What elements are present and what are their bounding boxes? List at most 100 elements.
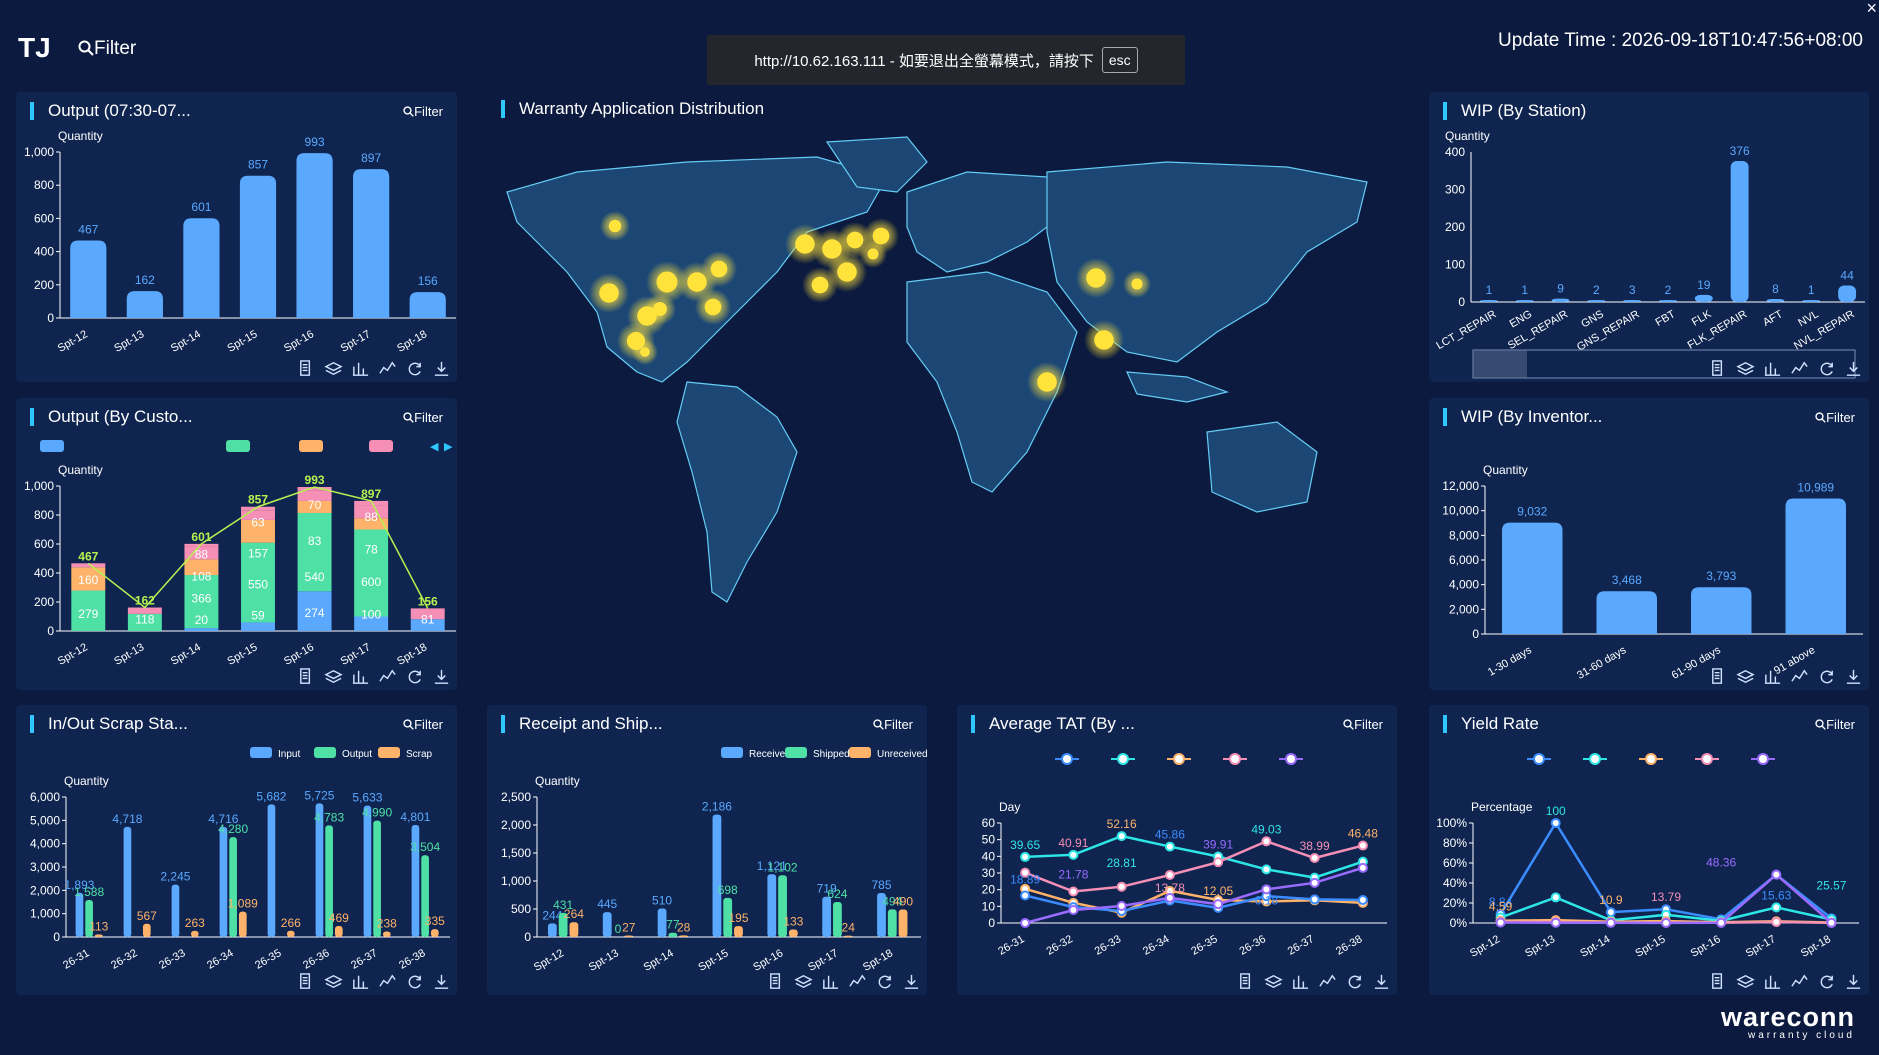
panel-filter-button[interactable]: Filter	[1815, 410, 1855, 425]
hotspot	[846, 231, 864, 249]
y-tick-label: 30	[982, 866, 996, 880]
stack-label: 160	[78, 573, 98, 587]
stack-label: 540	[305, 570, 325, 584]
y-tick-label: 40%	[1443, 876, 1467, 890]
close-icon[interactable]: ×	[1866, 0, 1877, 18]
bar-chart-icon[interactable]	[351, 667, 370, 686]
data-point	[1771, 902, 1782, 913]
panel-title: Warranty Application Distribution	[501, 100, 764, 118]
download-icon[interactable]	[902, 972, 921, 991]
point-value-label: 39.91	[1203, 837, 1233, 851]
download-icon[interactable]	[432, 972, 451, 991]
x-tick-label: FLK	[1690, 308, 1714, 329]
download-icon[interactable]	[1844, 359, 1863, 378]
y-tick-label: 600	[34, 211, 54, 225]
data-view-icon[interactable]	[767, 972, 786, 991]
bar-chart-icon[interactable]	[1763, 972, 1782, 991]
bar-chart-icon[interactable]	[351, 972, 370, 991]
line-chart-icon[interactable]	[848, 972, 867, 991]
data-view-icon[interactable]	[297, 667, 316, 686]
x-tick-label: Spt-17	[339, 328, 373, 355]
bar-chart-icon[interactable]	[1763, 359, 1782, 378]
refresh-icon[interactable]	[1817, 359, 1836, 378]
bar-chart-icon[interactable]	[1291, 972, 1310, 991]
download-icon[interactable]	[1372, 972, 1391, 991]
bar-value-label: 264	[564, 907, 584, 921]
panel-filter-button[interactable]: Filter	[403, 104, 443, 119]
line-chart-icon[interactable]	[378, 972, 397, 991]
panel-filter-button[interactable]: Filter	[1815, 717, 1855, 732]
stack-segment	[410, 619, 445, 631]
download-icon[interactable]	[432, 667, 451, 686]
layer-icon[interactable]	[1264, 972, 1283, 991]
layer-icon[interactable]	[324, 667, 343, 686]
refresh-icon[interactable]	[405, 972, 424, 991]
data-view-icon[interactable]	[297, 972, 316, 991]
layer-icon[interactable]	[1736, 972, 1755, 991]
download-icon[interactable]	[432, 359, 451, 378]
data-view-icon[interactable]	[1709, 972, 1728, 991]
layer-icon[interactable]	[324, 359, 343, 378]
y-tick-label: 300	[1445, 183, 1465, 197]
refresh-icon[interactable]	[405, 359, 424, 378]
stack-label: 279	[78, 607, 98, 621]
line-chart-icon[interactable]	[1790, 359, 1809, 378]
series-line	[1024, 866, 1364, 925]
panel-filter-button[interactable]: Filter	[403, 717, 443, 732]
x-tick-label: 26-38	[1334, 933, 1364, 957]
refresh-icon[interactable]	[1345, 972, 1364, 991]
bar	[315, 803, 324, 937]
y-tick-label: 0	[1458, 295, 1465, 309]
global-filter-button[interactable]: Filter	[78, 38, 136, 60]
bar-chart-icon[interactable]	[1763, 667, 1782, 686]
line-chart-icon[interactable]	[1790, 667, 1809, 686]
stack-label: 366	[191, 591, 211, 605]
layer-icon[interactable]	[794, 972, 813, 991]
x-tick-label: Spt-12	[1468, 933, 1502, 960]
stack-label: 81	[421, 613, 435, 627]
line-chart-icon[interactable]	[378, 359, 397, 378]
line-chart-icon[interactable]	[1790, 972, 1809, 991]
layer-icon[interactable]	[1736, 359, 1755, 378]
bar-chart-icon[interactable]	[351, 359, 370, 378]
layer-icon[interactable]	[1736, 667, 1755, 686]
refresh-icon[interactable]	[1817, 667, 1836, 686]
bar-chart-icon[interactable]	[821, 972, 840, 991]
bar-value-label: 263	[185, 916, 205, 930]
panel-filter-button[interactable]: Filter	[403, 410, 443, 425]
y-tick-label: 0	[1472, 627, 1479, 641]
panel-filter-button[interactable]: Filter	[1343, 717, 1383, 732]
legend-label: Scrap	[406, 749, 433, 760]
data-view-icon[interactable]	[1709, 359, 1728, 378]
logo-text: wareconn	[1720, 1002, 1855, 1032]
line-chart-icon[interactable]	[1318, 972, 1337, 991]
x-tick-label: 26-33	[157, 947, 187, 971]
refresh-icon[interactable]	[875, 972, 894, 991]
bar-value-label: 4,718	[112, 812, 142, 826]
stack-label: 63	[251, 515, 265, 529]
bar-value-label: 244	[542, 908, 562, 922]
world-map[interactable]	[487, 132, 1397, 652]
panel-filter-button[interactable]: Filter	[873, 717, 913, 732]
legend-swatch	[226, 440, 250, 452]
bar	[190, 930, 199, 937]
data-view-icon[interactable]	[1237, 972, 1256, 991]
layer-icon[interactable]	[324, 972, 343, 991]
legend-swatch	[40, 440, 64, 452]
y-axis-title: Quantity	[1445, 129, 1490, 143]
esc-key[interactable]: esc	[1101, 47, 1138, 73]
y-axis-title: Quantity	[58, 129, 103, 143]
data-view-icon[interactable]	[297, 359, 316, 378]
data-view-icon[interactable]	[1709, 667, 1728, 686]
refresh-icon[interactable]	[405, 667, 424, 686]
bar	[171, 884, 180, 937]
chart-toolbox	[297, 359, 451, 378]
y-tick-label: 800	[34, 178, 54, 192]
download-icon[interactable]	[1844, 667, 1863, 686]
download-icon[interactable]	[1844, 972, 1863, 991]
refresh-icon[interactable]	[1817, 972, 1836, 991]
stack-segment	[241, 519, 275, 543]
data-point	[1550, 917, 1561, 928]
bar	[558, 912, 568, 937]
line-chart-icon[interactable]	[378, 667, 397, 686]
